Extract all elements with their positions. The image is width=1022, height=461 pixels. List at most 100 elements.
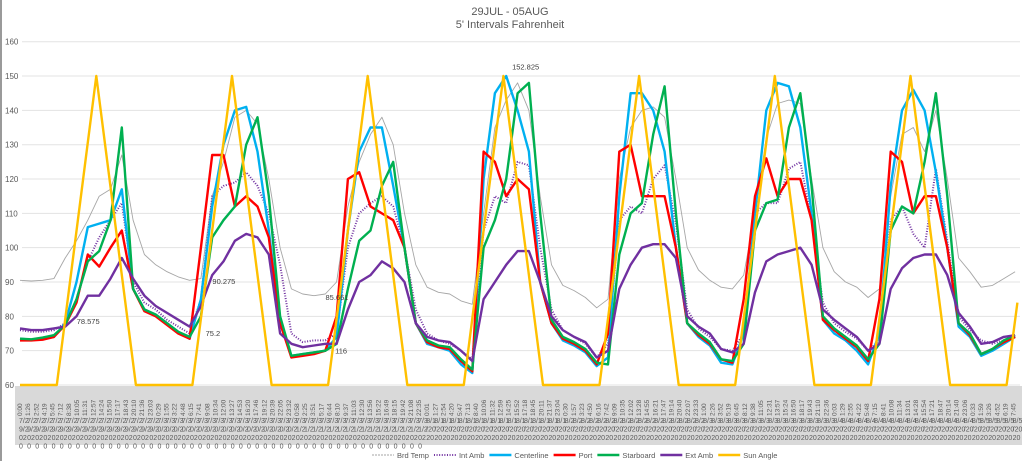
series-lines <box>19 74 1019 387</box>
x-tick-time: 22:35 <box>416 399 423 416</box>
x-tick-date: 7/3 1/2 02 0 <box>337 418 347 451</box>
x-tick-date: 8/4/20 20 <box>874 418 884 442</box>
x-tick-time: 0:29 <box>155 403 162 416</box>
series-line-centerline <box>19 74 1016 375</box>
x-tick-time: 0:03 <box>831 403 838 416</box>
x-tick-date: 8/1/20 20 <box>451 418 461 442</box>
x-tick-time: 20:40 <box>677 399 684 416</box>
x-tick-date: 8/2/20 20 <box>581 418 591 442</box>
x-tick-date: 8/3/20 20 <box>801 418 811 442</box>
x-tick-time: 23:06 <box>962 399 969 416</box>
x-tick-date: 8/4/20 20 <box>850 418 860 442</box>
x-tick-date: 8/1/20 20 <box>467 418 477 442</box>
x-tick-time: 15:52 <box>514 399 521 416</box>
x-tick-date: 8/4/20 20 <box>964 418 974 442</box>
data-label: 90.275 <box>212 277 235 286</box>
x-tick-time: 4:22 <box>856 403 863 416</box>
x-tick-date: 8/1/20 20 <box>426 418 436 442</box>
legend-label: Port <box>579 451 594 460</box>
x-tick-time: 12:59 <box>498 399 505 416</box>
x-tick-date: 8/4/20 20 <box>915 418 925 442</box>
x-tick-time: 8:10 <box>335 403 342 416</box>
x-tick-date: 7/2 9/2 02 0 <box>27 418 37 451</box>
x-tick-time: 20:10 <box>131 399 138 416</box>
x-tick-date: 7/2 9/2 02 0 <box>68 418 78 451</box>
x-tick-time: 3:23 <box>579 403 586 416</box>
x-tick-date: 7/3 0/2 02 0 <box>247 418 257 451</box>
x-tick-date: 7/2 9/2 02 0 <box>92 418 102 451</box>
x-tick-time: 13:56 <box>367 399 374 416</box>
x-tick-date: 7/3 1/2 02 0 <box>361 418 371 451</box>
x-tick-time: 19:14 <box>669 399 676 416</box>
x-tick-date: 8/3/20 20 <box>817 418 827 442</box>
chart-title: 29JUL - 05AUG <box>471 6 548 18</box>
x-tick-date: 8/1/20 20 <box>524 418 534 442</box>
x-tick-date: 7/3 0/2 02 0 <box>255 418 265 451</box>
x-tick-time: 0:01 <box>424 403 431 416</box>
x-tick-date: 8/5/20 20 <box>988 418 998 442</box>
y-tick-label: 150 <box>5 72 19 81</box>
x-tick-time: 2:54 <box>441 403 448 416</box>
x-tick-date: 8/2/20 20 <box>605 418 615 442</box>
x-tick-time: 1:57 <box>571 403 578 416</box>
x-tick-date: 8/2/20 20 <box>671 418 681 442</box>
x-tick-time: 10:05 <box>74 399 81 416</box>
x-tick-time: 10:06 <box>481 399 488 416</box>
x-tick-date: 7/2 9/2 02 0 <box>109 418 119 451</box>
x-tick-date: 7/3 0/2 02 0 <box>190 418 200 451</box>
x-tick-date: 8/3/20 20 <box>736 418 746 442</box>
y-tick-label: 120 <box>5 175 19 184</box>
x-tick-time: 8:41 <box>880 403 887 416</box>
x-tick-date: 7/2 9/2 02 0 <box>133 418 143 451</box>
x-tick-time: 4:52 <box>994 403 1001 416</box>
x-tick-time: 11:03 <box>351 400 358 416</box>
x-tick-time: 12:57 <box>90 399 97 416</box>
x-tick-time: 5:17 <box>318 403 325 416</box>
x-tick-time: 17:17 <box>115 399 122 416</box>
y-tick-label: 140 <box>5 106 19 115</box>
y-tick-label: 160 <box>5 38 19 47</box>
x-tick-time: 7:45 <box>1011 403 1018 416</box>
x-tick-date: 8/4/20 20 <box>890 418 900 442</box>
x-tick-date: 7/3 0/2 02 0 <box>263 418 273 451</box>
x-tick-date: 7/3 0/2 02 0 <box>198 418 208 451</box>
x-tick-time: 19:43 <box>807 399 814 416</box>
x-tick-date: 8/3/20 20 <box>793 418 803 442</box>
x-tick-date: 8/3/20 20 <box>776 418 786 442</box>
x-tick-date: 7/3 1/2 02 0 <box>394 418 404 451</box>
x-tick-date: 7/2 9/2 02 0 <box>125 418 135 451</box>
x-tick-date: 7/3 1/2 02 0 <box>369 418 379 451</box>
legend-label: Int Amb <box>459 451 484 460</box>
series-line-brd-temp <box>19 82 1016 309</box>
x-tick-time: 23:03 <box>147 399 154 416</box>
x-tick-time: 8:40 <box>473 403 480 416</box>
x-tick-time: 6:16 <box>595 403 602 416</box>
x-tick-time: 21:36 <box>139 399 146 416</box>
x-tick-time: 23:32 <box>286 399 293 416</box>
x-tick-time: 7:12 <box>58 403 65 416</box>
x-tick-time: 12:31 <box>766 399 773 416</box>
x-tick-date: 7/3 0/2 02 0 <box>288 418 298 451</box>
x-tick-date: 8/4/20 20 <box>858 418 868 442</box>
x-tick-date: 8/2/20 20 <box>573 418 583 442</box>
x-tick-date: 8/4/20 20 <box>866 418 876 442</box>
x-tick-date: 8/1/20 20 <box>434 418 444 442</box>
x-tick-date: 7/2 9/2 02 0 <box>60 418 70 451</box>
x-tick-date: 8/4/20 20 <box>931 418 941 442</box>
x-tick-time: 4:50 <box>587 403 594 416</box>
x-tick-time: 3:26 <box>986 403 993 416</box>
x-tick-date: 7/3 0/2 02 0 <box>214 418 224 451</box>
x-tick-time: 0:33 <box>970 403 977 416</box>
x-tick-time: 14:28 <box>913 399 920 416</box>
y-axis: 60 70 80 90 100 110 120 130 140 150 160 <box>5 38 19 390</box>
x-tick-time: 10:08 <box>888 399 895 416</box>
x-tick-time: 5:48 <box>864 403 871 416</box>
x-tick-time: 10:34 <box>212 399 219 416</box>
x-tick-time: 1:29 <box>840 403 847 416</box>
x-tick-time: 2:52 <box>33 403 40 416</box>
x-tick-date: 7/2 9/2 02 0 <box>84 418 94 451</box>
x-tick-date: 7/2 9/2 02 0 <box>43 418 53 451</box>
x-tick-date: 8/1/20 20 <box>532 418 542 442</box>
series-line-starboard <box>19 81 1016 371</box>
x-tick-date: 8/4/20 20 <box>923 418 933 442</box>
